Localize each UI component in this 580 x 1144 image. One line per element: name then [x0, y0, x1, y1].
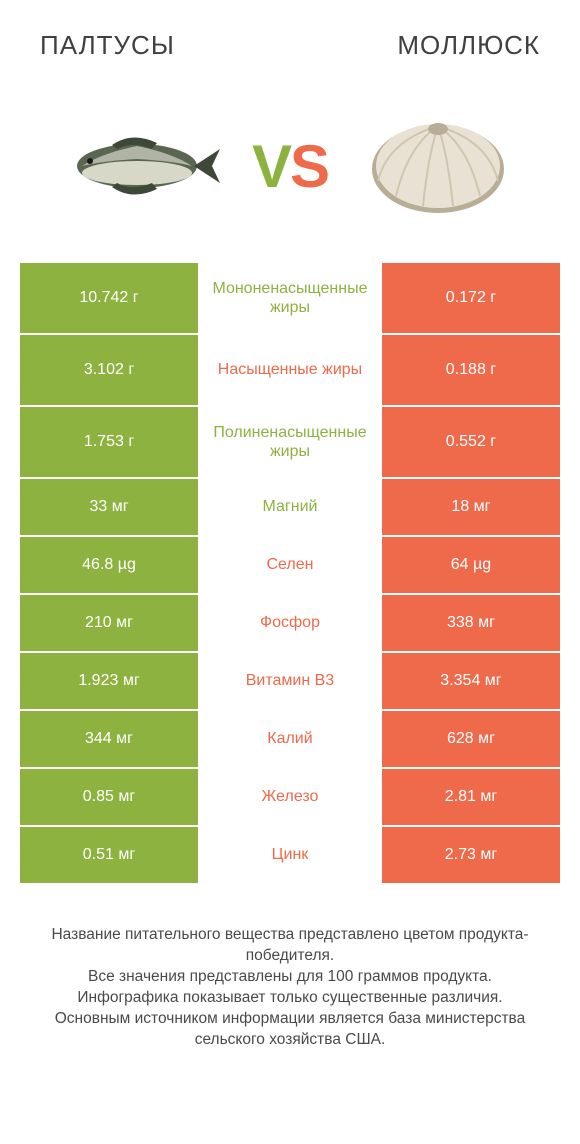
- vs-label: VS: [252, 132, 328, 201]
- value-left: 46.8 µg: [20, 537, 200, 593]
- fish-image: [62, 111, 222, 221]
- table-row: 344 мгКалий628 мг: [20, 711, 560, 769]
- value-left: 0.85 мг: [20, 769, 200, 825]
- footer-line: Все значения представлены для 100 граммо…: [18, 967, 562, 988]
- table-row: 10.742 гМононенасыщенные жиры0.172 г: [20, 263, 560, 335]
- value-left: 1.923 мг: [20, 653, 200, 709]
- nutrient-label: Селен: [200, 537, 380, 593]
- nutrient-label: Насыщенные жиры: [200, 335, 380, 405]
- vs-v: V: [252, 133, 290, 200]
- nutrient-label: Железо: [200, 769, 380, 825]
- clam-icon: [358, 111, 518, 221]
- table-row: 1.753 гПолиненасыщенные жиры0.552 г: [20, 407, 560, 479]
- clam-image: [358, 111, 518, 221]
- table-row: 33 мгМагний18 мг: [20, 479, 560, 537]
- value-right: 18 мг: [380, 479, 560, 535]
- value-right: 64 µg: [380, 537, 560, 593]
- nutrient-label: Мононенасыщенные жиры: [200, 263, 380, 333]
- value-right: 0.172 г: [380, 263, 560, 333]
- value-left: 10.742 г: [20, 263, 200, 333]
- title-right: МОЛЛЮСК: [397, 30, 540, 61]
- nutrient-label: Магний: [200, 479, 380, 535]
- value-left: 210 мг: [20, 595, 200, 651]
- value-left: 33 мг: [20, 479, 200, 535]
- nutrient-label: Калий: [200, 711, 380, 767]
- value-right: 0.552 г: [380, 407, 560, 477]
- footer-line: Основным источником информации является …: [18, 1009, 562, 1051]
- nutrient-label: Витамин B3: [200, 653, 380, 709]
- table-row: 210 мгФосфор338 мг: [20, 595, 560, 653]
- vs-s: S: [290, 133, 328, 200]
- nutrient-label: Полиненасыщенные жиры: [200, 407, 380, 477]
- value-right: 3.354 мг: [380, 653, 560, 709]
- header: ПАЛТУСЫ МОЛЛЮСК: [0, 0, 580, 81]
- value-right: 2.73 мг: [380, 827, 560, 883]
- table-row: 46.8 µgСелен64 µg: [20, 537, 560, 595]
- fish-icon: [62, 111, 222, 221]
- value-left: 1.753 г: [20, 407, 200, 477]
- footer-notes: Название питательного вещества представл…: [0, 885, 580, 1051]
- footer-line: Инфографика показывает только существенн…: [18, 988, 562, 1009]
- value-right: 0.188 г: [380, 335, 560, 405]
- title-left: ПАЛТУСЫ: [40, 30, 175, 61]
- hero: VS: [0, 81, 580, 261]
- table-row: 1.923 мгВитамин B33.354 мг: [20, 653, 560, 711]
- nutrient-label: Фосфор: [200, 595, 380, 651]
- comparison-table: 10.742 гМононенасыщенные жиры0.172 г3.10…: [20, 261, 560, 885]
- nutrient-label: Цинк: [200, 827, 380, 883]
- table-row: 3.102 гНасыщенные жиры0.188 г: [20, 335, 560, 407]
- table-row: 0.85 мгЖелезо2.81 мг: [20, 769, 560, 827]
- footer-line: Название питательного вещества представл…: [18, 925, 562, 967]
- value-left: 3.102 г: [20, 335, 200, 405]
- value-left: 344 мг: [20, 711, 200, 767]
- value-left: 0.51 мг: [20, 827, 200, 883]
- value-right: 2.81 мг: [380, 769, 560, 825]
- value-right: 628 мг: [380, 711, 560, 767]
- table-row: 0.51 мгЦинк2.73 мг: [20, 827, 560, 885]
- value-right: 338 мг: [380, 595, 560, 651]
